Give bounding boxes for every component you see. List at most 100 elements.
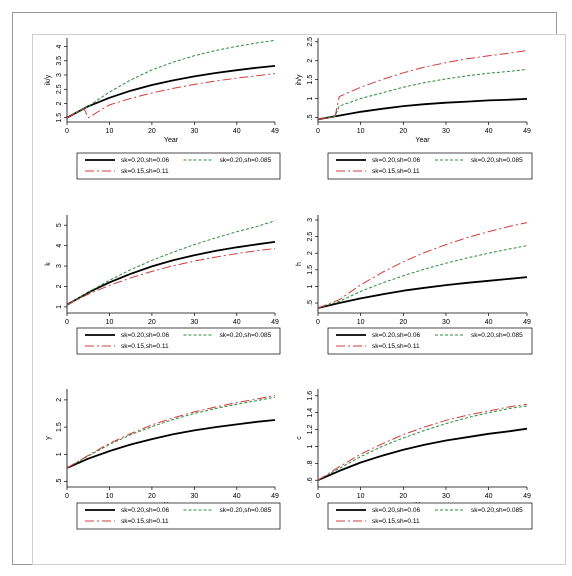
x-tick-label: 40 bbox=[233, 493, 241, 500]
y-axis-title: y bbox=[45, 436, 52, 440]
x-tick-label: 49 bbox=[523, 319, 531, 326]
x-tick-label: 10 bbox=[357, 319, 365, 326]
x-tick-label: 20 bbox=[399, 493, 407, 500]
x-tick-label: 40 bbox=[485, 319, 493, 326]
y-axis-title: h bbox=[296, 262, 303, 266]
x-tick-label: 0 bbox=[65, 319, 69, 326]
x-tick-label: 20 bbox=[148, 128, 156, 135]
y-tick-label: .5 bbox=[307, 300, 314, 306]
y-tick-label: 1 bbox=[307, 284, 314, 288]
series-line-2 bbox=[317, 405, 528, 481]
x-tick-label: 20 bbox=[148, 319, 156, 326]
y-tick-label: 1 bbox=[56, 305, 63, 309]
y-tick-label: 2 bbox=[56, 101, 63, 105]
series-line-1 bbox=[66, 419, 276, 469]
figure-inner-border bbox=[32, 34, 566, 565]
legend-label-2: sk=0.20,sh=0.085 bbox=[471, 507, 523, 514]
y-tick-label: 2 bbox=[56, 398, 63, 402]
legend-box bbox=[327, 502, 533, 530]
x-tick-label: 0 bbox=[316, 319, 320, 326]
y-tick-label: 1 bbox=[307, 96, 314, 100]
x-tick-label: 10 bbox=[106, 319, 114, 326]
y-tick-label: 4 bbox=[56, 44, 63, 48]
chart-panel-1: 0 10 20 30 40 49 1.5 2 2.5 3 3.5 4 Year ik/y sk=0.20,s… bbox=[45, 38, 281, 180]
y-axis-title: c bbox=[296, 436, 303, 440]
series-line-1 bbox=[317, 276, 528, 309]
series-line-2 bbox=[66, 220, 276, 306]
legend-box bbox=[327, 327, 533, 355]
y-tick-label: 1.5 bbox=[56, 113, 63, 123]
y-tick-label: 1 bbox=[56, 452, 63, 456]
series-line-3 bbox=[317, 403, 528, 481]
x-tick-label: 10 bbox=[357, 128, 365, 135]
x-tick-label: 20 bbox=[399, 319, 407, 326]
y-tick-label: 5 bbox=[56, 223, 63, 227]
legend-label-3: sk=0.15,sh=0.11 bbox=[372, 168, 420, 175]
series-line-2 bbox=[66, 396, 276, 469]
legend-box bbox=[327, 152, 533, 180]
legend-label-2: sk=0.20,sh=0.085 bbox=[220, 332, 272, 339]
legend-label-2: sk=0.20,sh=0.085 bbox=[220, 157, 272, 164]
y-tick-label: 3 bbox=[56, 264, 63, 268]
x-tick-label: 10 bbox=[357, 493, 365, 500]
y-tick-label: 3 bbox=[307, 218, 314, 222]
x-tick-label: 30 bbox=[190, 493, 198, 500]
y-axis-title: k bbox=[45, 262, 52, 266]
x-tick-label: 49 bbox=[523, 128, 531, 135]
series-line-1 bbox=[317, 427, 528, 482]
series-line-1 bbox=[317, 98, 528, 121]
legend-label-3: sk=0.15,sh=0.11 bbox=[121, 518, 169, 525]
y-tick-label: 1.6 bbox=[307, 391, 314, 401]
series-line-2 bbox=[66, 39, 276, 119]
legend-box bbox=[76, 327, 281, 355]
legend-label-1: sk=0.20,sh=0.06 bbox=[121, 157, 169, 164]
series-line-3 bbox=[66, 73, 276, 119]
x-tick-label: 30 bbox=[442, 319, 450, 326]
x-tick-label: 30 bbox=[190, 128, 198, 135]
x-axis-title: Year bbox=[415, 137, 430, 144]
legend-label-3: sk=0.15,sh=0.11 bbox=[121, 343, 169, 350]
x-tick-label: 49 bbox=[271, 128, 279, 135]
y-axis-title: ih/y bbox=[296, 74, 303, 85]
x-tick-label: 30 bbox=[190, 319, 198, 326]
chart-panel-3: 0102030404912345Yearksk=0.20,sh=0.06sk=0… bbox=[45, 215, 281, 355]
x-tick-label: 0 bbox=[65, 128, 69, 135]
y-tick-label: 2.5 bbox=[307, 37, 314, 47]
legend-label-2: sk=0.20,sh=0.085 bbox=[220, 507, 272, 514]
chart-panel-4: 01020304049.511.522.53Yearhsk=0.20,sh=0.… bbox=[296, 215, 533, 355]
y-tick-label: 2 bbox=[307, 59, 314, 63]
x-tick-label: 20 bbox=[399, 128, 407, 135]
legend-box bbox=[76, 152, 281, 180]
legend-label-2: sk=0.20,sh=0.085 bbox=[471, 332, 523, 339]
y-tick-label: 4 bbox=[56, 244, 63, 248]
y-tick-label: .5 bbox=[307, 114, 314, 120]
x-tick-label: 40 bbox=[485, 493, 493, 500]
y-tick-label: 2 bbox=[56, 284, 63, 288]
y-tick-label: 2 bbox=[307, 251, 314, 255]
y-tick-label: .8 bbox=[307, 460, 314, 466]
x-tick-label: 49 bbox=[271, 493, 279, 500]
x-tick-label: 49 bbox=[271, 319, 279, 326]
y-tick-label: 2.5 bbox=[307, 232, 314, 242]
series-line-3 bbox=[66, 395, 276, 469]
x-tick-label: 0 bbox=[65, 493, 69, 500]
x-axis-title: Year bbox=[164, 137, 179, 144]
x-tick-label: 40 bbox=[233, 128, 241, 135]
legend-label-1: sk=0.20,sh=0.06 bbox=[121, 332, 169, 339]
y-tick-label: 2.5 bbox=[56, 84, 63, 94]
x-tick-label: 40 bbox=[233, 319, 241, 326]
y-tick-label: 3 bbox=[56, 73, 63, 77]
x-tick-label: 20 bbox=[148, 493, 156, 500]
figure-frame bbox=[12, 12, 566, 565]
chart-panel-6: 01020304049.6.811.21.41.6Yearcsk=0.20,sh… bbox=[296, 389, 533, 530]
series-line-3 bbox=[66, 248, 276, 306]
legend-label-1: sk=0.20,sh=0.06 bbox=[372, 507, 420, 514]
series-line-3 bbox=[317, 50, 528, 120]
y-tick-label: 1.5 bbox=[56, 422, 63, 432]
legend-box bbox=[76, 502, 281, 530]
y-tick-label: 1.2 bbox=[307, 425, 314, 435]
x-tick-label: 10 bbox=[106, 128, 114, 135]
series-line-2 bbox=[317, 245, 528, 309]
x-tick-label: 40 bbox=[485, 128, 493, 135]
